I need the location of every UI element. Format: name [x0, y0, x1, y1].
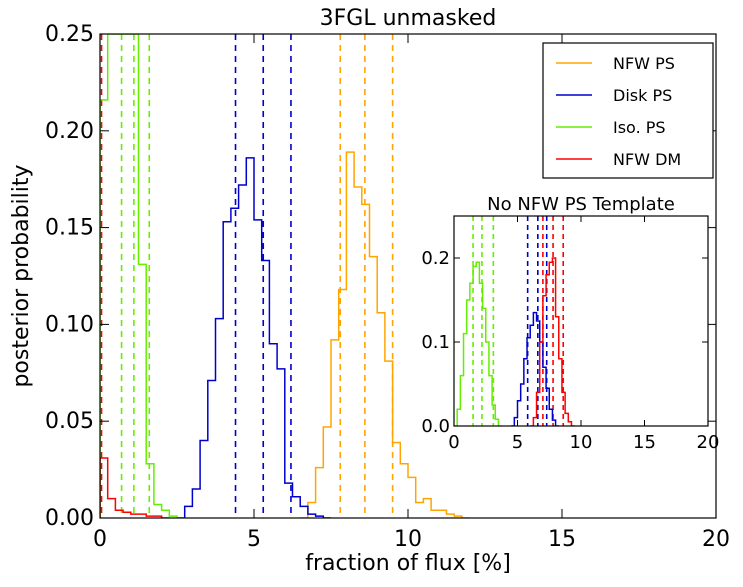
inset-xtick-label: 5 [512, 432, 523, 453]
inset-xtick-label: 10 [570, 432, 593, 453]
inset-xtick-label: 0 [448, 432, 459, 453]
y-axis-label: posterior probability [9, 164, 34, 387]
inset-series-iso-ps [454, 261, 502, 426]
inset-series-area [454, 216, 575, 426]
inset-ytick-label: 0.2 [421, 248, 450, 269]
legend-label-iso-ps: Iso. PS [613, 118, 666, 137]
main-series-iso-ps [100, 34, 185, 518]
main-ytick-label: 0.20 [45, 119, 94, 144]
inset-xtick-label: 20 [697, 432, 720, 453]
legend-frame [542, 42, 714, 179]
main-series-nfw-ps [300, 151, 470, 518]
legend-label-disk-ps: Disk PS [613, 86, 672, 105]
main-xtick-label: 5 [247, 527, 261, 552]
inset-series-nfw-dm [530, 257, 575, 426]
main-series-nfw-dm [100, 457, 170, 518]
main-series-area [100, 34, 470, 518]
main-ytick-label: 0.10 [45, 312, 94, 337]
main-ytick-label: 0.15 [45, 216, 94, 241]
inset-series-disk-ps [511, 311, 559, 426]
inset-ytick-label: 0.0 [421, 416, 450, 437]
main-ytick-label: 0.25 [45, 22, 94, 47]
main-title: 3FGL unmasked [320, 6, 497, 31]
main-ytick-label: 0.00 [45, 506, 94, 531]
inset-background [454, 216, 708, 426]
main-xtick-label: 0 [93, 527, 107, 552]
legend-label-nfw-dm: NFW DM [613, 150, 681, 169]
main-xtick-label: 10 [394, 527, 422, 552]
legend: NFW PS Disk PS Iso. PS NFW DM [542, 42, 714, 179]
x-axis-label: fraction of flux [%] [305, 551, 511, 576]
main-xtick-label: 20 [702, 527, 730, 552]
inset-ytick-label: 0.1 [421, 332, 450, 353]
main-series-disk-ps [177, 157, 331, 518]
inset-plot: 0 5 10 15 20 0.0 0.1 0.2 No NFW PS Template [421, 194, 719, 453]
main-ytick-label: 0.05 [45, 409, 94, 434]
inset-title: No NFW PS Template [487, 194, 675, 215]
legend-label-nfw-ps: NFW PS [613, 54, 675, 73]
main-xtick-label: 15 [548, 527, 576, 552]
inset-xtick-label: 15 [633, 432, 656, 453]
